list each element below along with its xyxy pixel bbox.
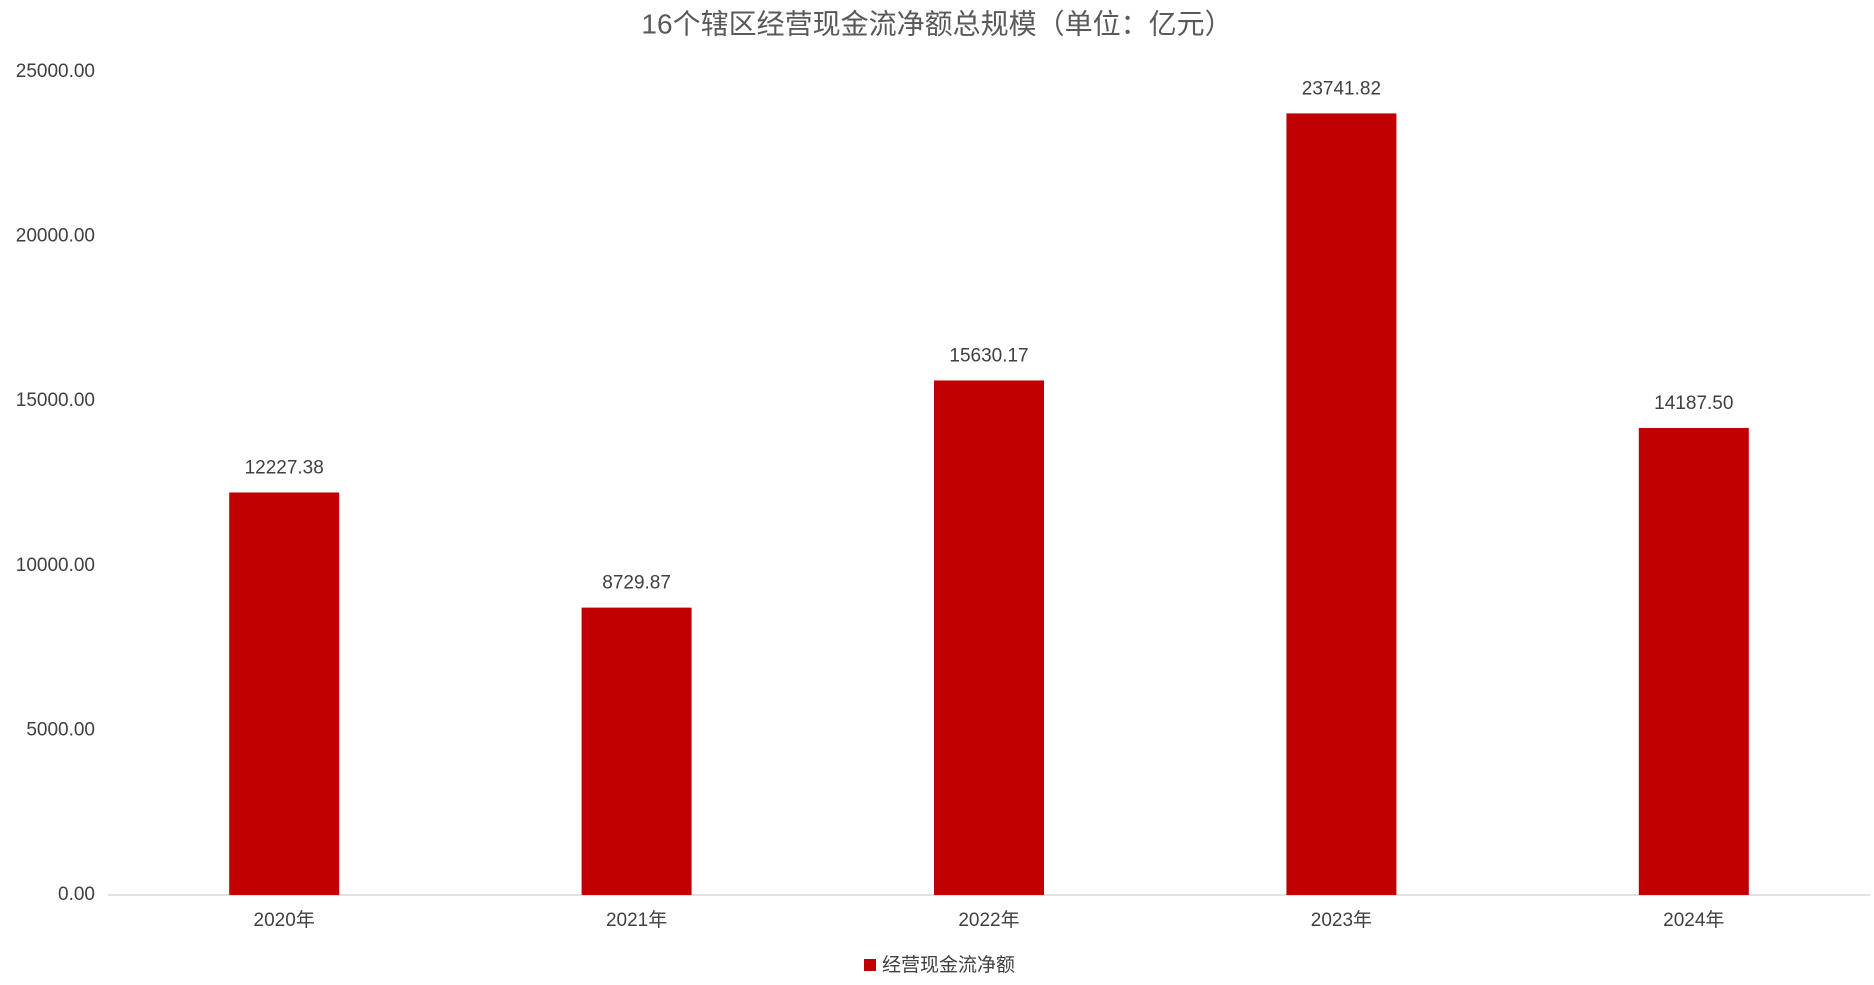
data-label: 14187.50 xyxy=(1654,393,1733,414)
bar xyxy=(1286,113,1397,895)
y-tick-label: 20000.00 xyxy=(16,226,95,247)
chart-title: 16个辖区经营现金流净额总规模（单位：亿元） xyxy=(641,8,1232,39)
y-tick-label: 5000.00 xyxy=(26,719,95,740)
y-tick-label: 0.00 xyxy=(58,884,95,905)
y-tick-label: 25000.00 xyxy=(16,61,95,82)
legend-swatch xyxy=(864,959,876,971)
data-label: 15630.17 xyxy=(949,345,1028,366)
x-tick-label: 2020年 xyxy=(254,909,315,931)
data-label: 8729.87 xyxy=(602,573,671,594)
x-tick-label: 2023年 xyxy=(1311,909,1372,931)
bar xyxy=(1638,427,1749,895)
data-label: 23741.82 xyxy=(1302,78,1381,99)
x-tick-label: 2021年 xyxy=(606,909,667,931)
x-tick-label: 2022年 xyxy=(958,909,1019,931)
y-tick-label: 15000.00 xyxy=(16,390,95,411)
bar xyxy=(581,607,692,895)
data-label: 12227.38 xyxy=(245,457,324,478)
x-tick-label: 2024年 xyxy=(1663,909,1724,931)
bar xyxy=(934,380,1044,895)
legend-label: 经营现金流净额 xyxy=(882,954,1015,976)
bar xyxy=(229,492,340,895)
y-tick-label: 10000.00 xyxy=(16,555,95,576)
